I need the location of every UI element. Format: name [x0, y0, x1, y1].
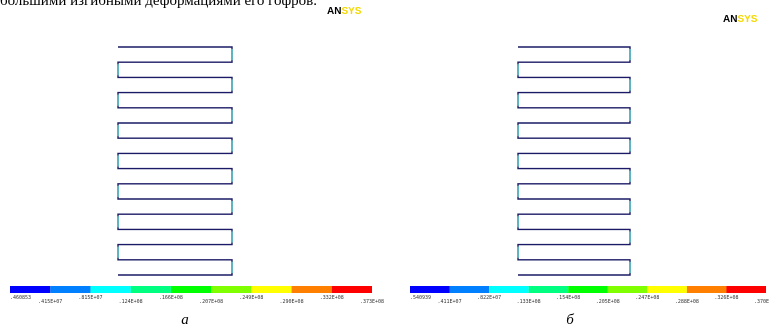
figure: ANSYS.460853.415E+07.815E+07.124E+08.166… — [0, 0, 769, 331]
legend-swatch — [332, 286, 372, 293]
logo-an: AN — [327, 6, 341, 17]
legend-swatch — [450, 286, 490, 293]
legend-label: .822E+07 — [477, 295, 501, 301]
legend-label: .205E+08 — [596, 299, 620, 305]
legend-label: .288E+08 — [675, 299, 699, 305]
legend-label: .815E+07 — [78, 295, 102, 301]
legend-swatch — [50, 286, 90, 293]
legend-swatch — [687, 286, 727, 293]
legend-swatch — [726, 286, 766, 293]
legend-swatch — [211, 286, 251, 293]
legend-swatch — [489, 286, 529, 293]
logo-an: AN — [723, 14, 737, 25]
logo: ANSYS — [723, 14, 758, 25]
legend-label: .166E+08 — [159, 295, 183, 301]
logo-sys: SYS — [341, 6, 361, 17]
legend-swatch — [10, 286, 50, 293]
caption: а — [181, 312, 189, 328]
legend-swatch — [171, 286, 211, 293]
legend-label: .411E+07 — [438, 299, 462, 305]
bellows-shape — [118, 47, 232, 275]
page: большими изгибными деформациями его гофр… — [0, 0, 769, 331]
legend-label: .370E+08 — [754, 299, 769, 305]
legend-label: .415E+07 — [38, 299, 62, 305]
legend-swatch — [251, 286, 291, 293]
legend-swatch — [568, 286, 608, 293]
legend-label: .540939 — [410, 295, 431, 301]
legend-label: .207E+08 — [199, 299, 223, 305]
legend-label: .247E+08 — [635, 295, 659, 301]
legend-swatch — [647, 286, 687, 293]
legend-swatch — [90, 286, 130, 293]
legend-swatch — [292, 286, 332, 293]
legend-label: .373E+08 — [360, 299, 384, 305]
legend-swatch — [131, 286, 171, 293]
bellows-shape — [518, 47, 630, 275]
legend-swatch — [529, 286, 569, 293]
legend-label: .133E+08 — [517, 299, 541, 305]
legend-swatch — [410, 286, 450, 293]
legend-label: .290E+08 — [280, 299, 304, 305]
legend-swatch — [608, 286, 648, 293]
legend-label: .326E+08 — [714, 295, 738, 301]
legend-label: .154E+08 — [556, 295, 580, 301]
legend-label: .124E+08 — [119, 299, 143, 305]
legend-label: .332E+08 — [320, 295, 344, 301]
legend-label: .249E+08 — [239, 295, 263, 301]
logo: ANSYS — [327, 6, 362, 17]
logo-sys: SYS — [737, 14, 757, 25]
legend-label: .460853 — [10, 295, 31, 301]
caption: б — [566, 312, 574, 328]
